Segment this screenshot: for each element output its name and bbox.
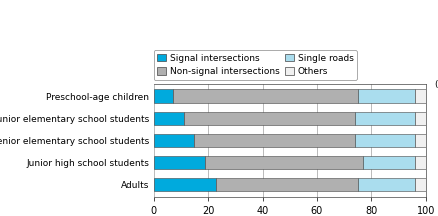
Bar (357, 89, 414, 103)
Bar (153, 89, 172, 103)
Bar (205, 156, 362, 169)
Bar (194, 134, 354, 147)
Bar (414, 111, 425, 125)
Bar (183, 111, 354, 125)
Bar (354, 134, 414, 147)
Bar (414, 156, 425, 169)
Bar (153, 178, 216, 191)
Bar (362, 156, 414, 169)
Bar (153, 156, 205, 169)
Bar (216, 178, 357, 191)
Text: (%): (%) (433, 81, 438, 89)
Bar (357, 178, 414, 191)
Bar (414, 134, 425, 147)
Bar (153, 134, 194, 147)
Bar (414, 89, 425, 103)
Bar (414, 178, 425, 191)
Bar (354, 111, 414, 125)
Bar (153, 111, 183, 125)
Legend: Signal intersections, Non-signal intersections, Single roads, Others: Signal intersections, Non-signal interse… (153, 50, 357, 80)
Bar (172, 89, 357, 103)
